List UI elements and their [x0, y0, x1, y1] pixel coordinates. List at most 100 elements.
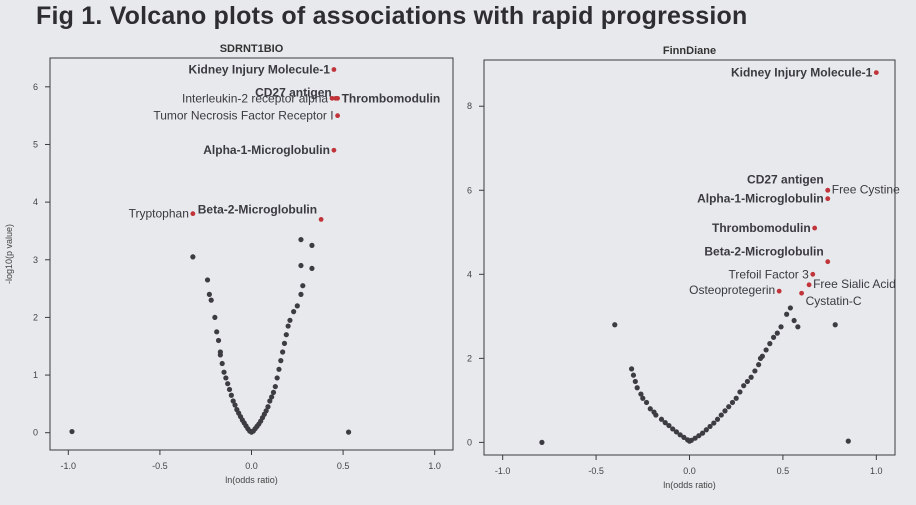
highlighted-point: [331, 67, 337, 72]
figure-title: Fig 1. Volcano plots of associations wit…: [36, 2, 748, 30]
data-point: [628, 366, 635, 372]
point-label: Thrombomodulin: [342, 91, 441, 105]
x-tick-label: 0.0: [245, 461, 258, 471]
data-point: [630, 372, 637, 378]
data-point: [269, 394, 275, 400]
data-point: [748, 374, 754, 380]
point-label: Free Cystine: [832, 182, 900, 196]
point-label: Kidney Injury Molecule-1: [189, 63, 331, 77]
data-point: [741, 383, 747, 389]
y-tick-label: 4: [33, 197, 38, 207]
data-point: [270, 389, 277, 395]
data-point: [767, 341, 773, 347]
data-point: [345, 429, 352, 435]
x-tick-label: 0.5: [337, 461, 350, 471]
x-axis-label: ln(odds ratio): [225, 475, 278, 485]
data-point: [737, 389, 743, 395]
data-point: [733, 395, 739, 401]
x-tick-label: 1.0: [428, 461, 441, 471]
point-label: Tryptophan: [129, 207, 189, 221]
data-point: [638, 391, 644, 397]
data-point: [699, 430, 706, 436]
data-point: [298, 236, 304, 243]
y-tick-label: 2: [33, 312, 38, 322]
data-point: [711, 420, 717, 426]
data-point: [673, 429, 680, 435]
plot-panel-2: FinnDiane -1.0 -0.5 0.0 0.5 1.0 0 2 4 6 8 ln(odds r…: [467, 45, 900, 490]
highlighted-point: [825, 187, 831, 193]
point-label: Free Sialic Acid: [813, 277, 896, 291]
data-point: [770, 334, 777, 340]
data-point: [778, 324, 784, 330]
x-tick-label: 0.5: [777, 466, 790, 476]
highlighted-point: [331, 147, 337, 153]
y-tick-label: 5: [33, 139, 38, 149]
data-point: [298, 291, 304, 297]
highlighted-point: [806, 282, 812, 288]
highlighted-point: [812, 225, 818, 231]
data-point: [539, 439, 545, 445]
data-point: [223, 375, 229, 381]
highlighted-point: [799, 290, 804, 296]
highlighted-point: [335, 113, 340, 119]
data-point: [696, 433, 702, 439]
data-point: [309, 242, 315, 248]
point-label: Alpha-1-Microglobulin: [697, 192, 824, 206]
data-point: [714, 416, 721, 422]
data-point: [208, 297, 214, 303]
data-point: [212, 314, 218, 321]
y-tick-label: 4: [467, 269, 472, 279]
data-point: [722, 408, 728, 414]
highlighted-point: [776, 288, 782, 294]
data-point: [206, 291, 212, 297]
data-point: [640, 395, 646, 401]
data-point: [666, 422, 672, 429]
data-point: [267, 398, 273, 404]
data-point: [263, 408, 269, 414]
point-label: Osteoprotegerin: [689, 283, 775, 297]
data-point: [634, 385, 640, 391]
x-tick-label: -1.0: [495, 466, 511, 476]
data-point: [69, 428, 75, 435]
plot-panel-1: SDRNT1BIO -1.0 -0.5 0.0 0.5 1.0 0 1 2 3 4 5 6 ln(odds…: [4, 43, 454, 485]
data-point: [225, 381, 231, 387]
data-point: [214, 329, 220, 335]
data-point: [612, 322, 618, 328]
data-point: [658, 416, 665, 422]
point-label: Kidney Injury Molecule-1: [731, 66, 873, 80]
x-tick-label: 1.0: [870, 466, 883, 476]
data-point: [774, 330, 780, 336]
y-tick-label: 0: [33, 428, 38, 438]
data-point: [677, 432, 683, 438]
point-label: Thrombomodulin: [712, 221, 811, 235]
data-point: [217, 352, 223, 358]
data-point: [278, 358, 284, 364]
x-tick-label: -1.0: [61, 461, 77, 471]
data-point: [729, 399, 736, 406]
highlighted-point: [825, 196, 831, 202]
data-point: [726, 404, 732, 410]
data-point: [632, 378, 638, 385]
data-point: [291, 309, 297, 315]
data-point: [784, 311, 790, 317]
y-tick-label: 6: [467, 185, 472, 195]
data-point: [232, 402, 238, 408]
y-tick-label: 2: [467, 353, 472, 363]
data-point: [272, 383, 278, 390]
data-point: [647, 406, 653, 412]
y-tick-label: 1: [33, 370, 38, 380]
point-label: Beta-2-Microglobulin: [198, 202, 317, 216]
highlighted-point: [810, 271, 816, 277]
data-point: [309, 265, 315, 272]
data-point: [190, 254, 196, 260]
point-label: CD27 antigen: [747, 172, 824, 186]
y-tick-label: 3: [33, 255, 38, 265]
data-point: [643, 399, 650, 406]
data-point: [221, 369, 227, 375]
data-point: [756, 362, 762, 368]
point-label: Interleukin-2 receptor alpha: [182, 91, 328, 105]
highlighted-point: [318, 217, 324, 222]
data-point: [298, 262, 304, 269]
data-point: [276, 366, 282, 372]
